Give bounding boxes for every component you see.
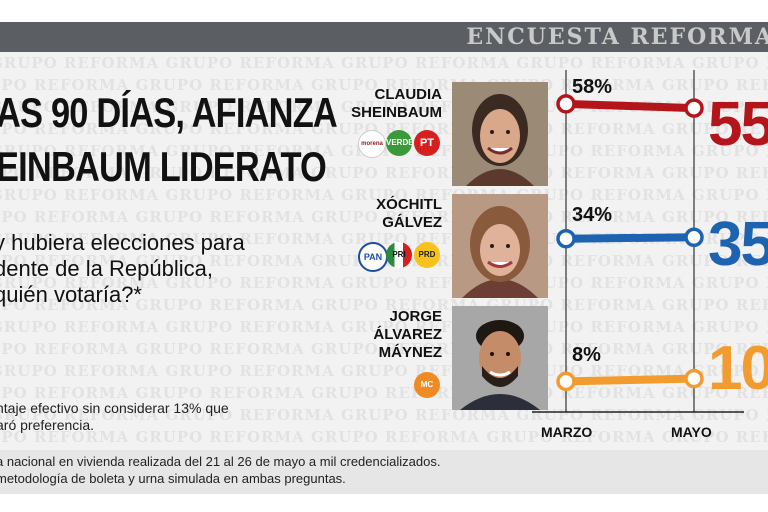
candidate-first-name: XÓCHITL [376,196,442,213]
data-label-sheinbaum-mayo: 55 [708,90,768,159]
photo-sheinbaum [452,82,548,186]
data-label-sheinbaum-marzo: 58% [572,76,613,98]
footer: a nacional en vivienda realizada del 21 … [0,450,768,494]
headline-line-2: EINBAUM LIDERATO [0,143,327,190]
question-line-2: dente de la República, [0,256,213,281]
watermark-row: GRUPO REFORMA GRUPO REFORMA GRUPO REFORM… [0,318,768,336]
watermark-row: GRUPO REFORMA GRUPO REFORMA GRUPO REFORM… [0,186,768,204]
pt-logo: PT [414,130,440,156]
verde-logo: VERDE [386,130,412,156]
candidate-last-name: GÁLVEZ [382,214,442,231]
x-tick-label-mayo: MAYO [671,424,712,440]
watermark-row: GRUPO REFORMA GRUPO REFORMA GRUPO REFORM… [0,164,768,182]
point-galvez-mayo [684,227,704,248]
headline-line-1: AS 90 DÍAS, AFIANZA [0,89,338,136]
watermark-row: GRUPO REFORMA GRUPO REFORMA GRUPO REFORM… [0,406,768,424]
question-line-1: y hubiera elecciones para [0,230,245,255]
question: y hubiera elecciones para dente de la Re… [0,230,245,308]
series-line-maynez [565,374,695,386]
morena-logo: morena [358,130,386,158]
watermark-row: GRUPO REFORMA GRUPO REFORMA GRUPO REFORM… [0,340,768,358]
series-line-galvez [565,233,695,243]
footnote: ntaje efectivo sin considerar 13% que ar… [0,400,229,434]
footnote-line-2: aró preferencia. [0,417,95,433]
pri-logo: PRI [386,242,412,268]
candidate-first-name: CLAUDIA [374,86,443,103]
watermark-row: GRUPO REFORMA GRUPO REFORMA GRUPO REFORM… [0,230,768,248]
watermark-row: GRUPO REFORMA GRUPO REFORMA GRUPO REFORM… [0,274,768,292]
watermark-row: GRUPO REFORMA GRUPO REFORMA GRUPO REFORM… [0,208,768,226]
top-strip [0,0,768,22]
footer-line-1: a nacional en vivienda realizada del 21 … [0,454,441,469]
candidate-name-galvez: XÓCHITL GÁLVEZ [376,196,442,232]
watermark-row: GRUPO REFORMA GRUPO REFORMA GRUPO REFORM… [0,362,768,380]
candidate-last-name: MÁYNEZ [378,344,442,361]
photo-galvez [452,194,548,298]
watermark-row: GRUPO REFORMA GRUPO REFORMA GRUPO REFORM… [0,76,768,94]
footer-line-2: metodología de boleta y urna simulada en… [0,471,346,486]
point-maynez-marzo [556,371,576,392]
photo-maynez [452,306,548,410]
candidate-last-name: SHEINBAUM [351,104,442,121]
candidate-first-name: JORGE [389,308,442,325]
point-sheinbaum-marzo [556,94,576,114]
prd-logo: PRD [414,242,440,268]
data-label-maynez-mayo: 10 [708,334,768,403]
watermark-row: GRUPO REFORMA GRUPO REFORMA GRUPO REFORM… [0,120,768,138]
watermark-row: GRUPO REFORMA GRUPO REFORMA GRUPO REFORM… [0,384,768,402]
data-label-maynez-marzo: 8% [572,344,601,366]
x-tick-label-marzo: MARZO [541,424,593,440]
watermark-row: GRUPO REFORMA GRUPO REFORMA GRUPO REFORM… [0,296,768,314]
watermark-row: GRUPO REFORMA GRUPO REFORMA GRUPO REFORM… [0,54,768,72]
data-label-galvez-marzo: 34% [572,204,613,226]
watermark-row: GRUPO REFORMA GRUPO REFORMA GRUPO REFORM… [0,428,768,446]
data-label-galvez-mayo: 35 [708,210,768,279]
banner [0,22,768,52]
series-line-sheinbaum [565,99,695,113]
candidate-name-maynez: JORGE ÁLVAREZ MÁYNEZ [373,308,442,362]
mc-logo: MC [414,372,440,398]
main-panel: GRUPO REFORMA GRUPO REFORMA GRUPO REFORM… [0,52,768,450]
question-line-3: quién votaría?* [0,282,142,307]
banner-title: ENCUESTA REFORMA [466,24,768,50]
point-maynez-mayo [684,368,704,389]
candidate-middle-name: ÁLVAREZ [373,326,442,343]
candidate-name-sheinbaum: CLAUDIA SHEINBAUM [351,86,442,122]
point-galvez-marzo [556,228,576,249]
point-sheinbaum-mayo [684,98,704,118]
footnote-line-1: ntaje efectivo sin considerar 13% que [0,400,229,416]
